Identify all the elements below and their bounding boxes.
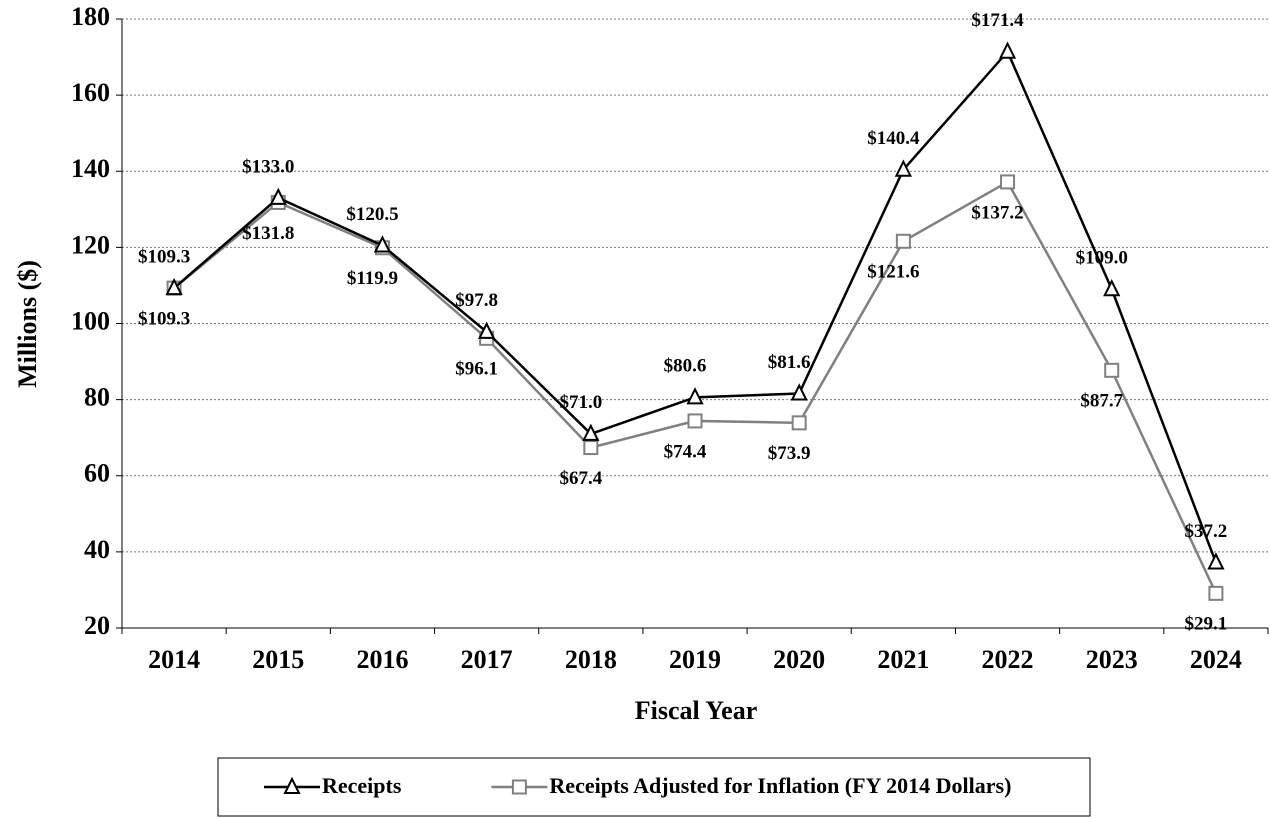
data-point <box>1104 362 1120 378</box>
y-tick-label: 180 <box>71 2 110 31</box>
data-label: $80.6 <box>664 356 707 377</box>
y-axis-title: Millions ($) <box>13 260 42 388</box>
data-label: $140.4 <box>867 128 920 149</box>
data-label: $37.2 <box>1185 521 1228 542</box>
data-label: $137.2 <box>971 202 1023 223</box>
data-point <box>478 321 496 339</box>
data-label: $73.9 <box>768 443 811 464</box>
legend-box <box>217 757 1091 817</box>
x-tick-label: 2022 <box>982 645 1034 674</box>
data-label: $171.4 <box>971 10 1024 31</box>
y-tick-label: 40 <box>84 535 110 564</box>
data-label: $71.0 <box>559 392 602 413</box>
x-tick-label: 2015 <box>252 645 304 674</box>
data-label: $74.4 <box>664 441 707 462</box>
data-label: $109.3 <box>138 246 190 267</box>
data-label: $131.8 <box>242 223 294 244</box>
data-point <box>791 415 807 431</box>
x-tick-label: 2018 <box>565 645 617 674</box>
data-point <box>373 235 392 253</box>
legend-marker <box>511 779 527 795</box>
y-tick-label: 160 <box>71 78 110 107</box>
data-point <box>790 383 808 401</box>
x-tick-label: 2024 <box>1190 645 1242 674</box>
data-point <box>1000 174 1016 190</box>
data-point <box>687 413 703 429</box>
y-tick-label: 120 <box>71 230 110 259</box>
y-tick-label: 100 <box>71 306 110 335</box>
y-tick-label: 20 <box>84 611 110 640</box>
data-label: $109.3 <box>138 308 190 329</box>
y-tick-label: 60 <box>84 459 110 488</box>
x-axis-title: Fiscal Year <box>635 696 758 725</box>
data-point <box>165 277 183 296</box>
x-tick-label: 2016 <box>356 645 408 674</box>
data-point <box>582 423 600 441</box>
data-label: $96.1 <box>455 359 498 380</box>
x-tick-label: 2017 <box>461 645 513 674</box>
legend-label: Receipts <box>322 773 402 798</box>
x-tick-label: 2019 <box>669 645 721 674</box>
data-point <box>583 440 599 456</box>
data-label: $87.7 <box>1080 391 1123 412</box>
legend: Receipts Receipts Adjusted for Inflation … <box>217 757 1091 817</box>
series-line <box>173 49 1218 563</box>
data-point <box>1103 279 1121 297</box>
data-label: $119.9 <box>347 268 398 289</box>
data-label: $29.1 <box>1185 614 1228 635</box>
x-tick-label: 2020 <box>773 645 825 674</box>
data-point <box>686 387 704 405</box>
data-point <box>269 187 287 205</box>
data-point <box>1207 552 1225 570</box>
x-tick-label: 2021 <box>877 645 929 674</box>
legend-marker <box>283 776 301 794</box>
data-point <box>1208 585 1224 601</box>
data-label: $133.0 <box>242 156 294 177</box>
x-tick-label: 2023 <box>1086 645 1138 674</box>
data-label: $67.4 <box>559 468 602 489</box>
data-point <box>895 233 911 249</box>
y-tick-label: 80 <box>84 383 110 412</box>
y-tick-label: 140 <box>71 154 110 183</box>
data-label: $81.6 <box>768 352 811 373</box>
data-point <box>998 41 1017 59</box>
data-label: $97.8 <box>455 290 498 311</box>
data-label: $121.6 <box>867 262 919 283</box>
data-label: $120.5 <box>346 204 398 225</box>
data-point <box>894 159 912 177</box>
data-label: $109.0 <box>1076 248 1128 269</box>
legend-label: Receipts Adjusted for Inflation (FY 2014… <box>549 773 1011 798</box>
x-tick-label: 2014 <box>148 645 200 674</box>
